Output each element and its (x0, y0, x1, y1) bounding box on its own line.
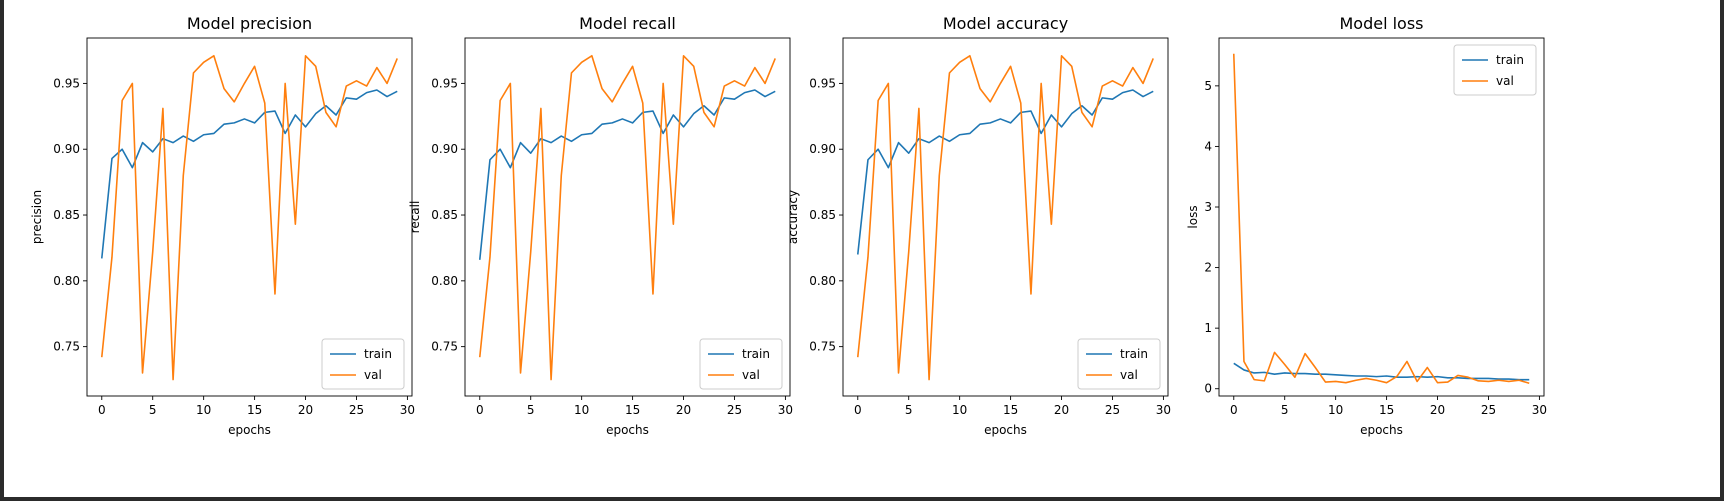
x-tick-label: 15 (625, 403, 640, 417)
x-tick-label: 15 (1379, 403, 1394, 417)
y-tick-label: 0.75 (53, 340, 80, 354)
chart-title: Model accuracy (943, 14, 1068, 33)
series-line-val (100, 54, 398, 381)
x-tick-label: 30 (778, 403, 793, 417)
x-tick-label: 15 (1003, 403, 1018, 417)
legend-label-val: val (1496, 74, 1514, 88)
y-tick-label: 0.80 (431, 274, 458, 288)
legend-label-val: val (1120, 368, 1138, 382)
y-tick-label: 0.90 (53, 142, 80, 156)
series-line-val (478, 54, 776, 381)
x-tick-label: 5 (527, 403, 535, 417)
x-tick-label: 5 (905, 403, 913, 417)
x-tick-label: 25 (349, 403, 364, 417)
legend-label-val: val (742, 368, 760, 382)
y-tick-label: 5 (1204, 79, 1212, 93)
legend-label-train: train (1496, 53, 1524, 67)
y-tick-label: 0.90 (431, 142, 458, 156)
x-tick-label: 10 (574, 403, 589, 417)
y-tick-label: 0.90 (809, 142, 836, 156)
y-tick-label: 0.95 (809, 76, 836, 90)
legend: train val (321, 338, 405, 390)
y-axis-label: accuracy (786, 190, 800, 244)
x-tick-label: 0 (1230, 403, 1238, 417)
y-tick-label: 0.95 (53, 76, 80, 90)
y-tick-label: 0.95 (431, 76, 458, 90)
x-tick-label: 25 (1105, 403, 1120, 417)
x-tick-label: 10 (196, 403, 211, 417)
x-tick-label: 20 (1054, 403, 1069, 417)
subplot-2: Model recall 0 5 10 15 20 25 30 0.75 0.80 0.85 0.90… (408, 14, 793, 437)
x-tick-label: 0 (476, 403, 484, 417)
y-tick-label: 0.80 (809, 274, 836, 288)
axes-frame (842, 37, 1169, 397)
x-tick-label: 20 (676, 403, 691, 417)
figure: Model precision 0 5 10 15 20 25 30 0.75 0.80 0.85 0… (4, 0, 1720, 497)
subplot-4: Model loss 0 5 10 15 20 25 30 0 1 2 3 4 5 epochs loss tr… (1186, 14, 1547, 437)
legend: train val (699, 338, 783, 390)
series-line-train (1233, 362, 1530, 381)
x-tick-label: 0 (854, 403, 862, 417)
legend: train val (1453, 44, 1537, 96)
x-tick-label: 15 (247, 403, 262, 417)
axes-frame (86, 37, 413, 397)
series-line-train (478, 89, 776, 260)
series-line-train (856, 89, 1154, 255)
chart-title: Model loss (1339, 14, 1423, 33)
y-tick-label: 1 (1204, 321, 1212, 335)
chart-title: Model recall (579, 14, 676, 33)
legend-label-train: train (1120, 347, 1148, 361)
x-tick-label: 30 (1156, 403, 1171, 417)
axes-frame (1218, 37, 1545, 397)
series-line-val (856, 54, 1154, 381)
x-tick-label: 30 (400, 403, 415, 417)
x-tick-label: 20 (1430, 403, 1445, 417)
y-axis-label: recall (408, 201, 422, 234)
y-tick-label: 0.75 (431, 340, 458, 354)
y-tick-label: 0.85 (53, 208, 80, 222)
legend-label-train: train (364, 347, 392, 361)
y-tick-label: 0.85 (431, 208, 458, 222)
y-tick-label: 3 (1204, 200, 1212, 214)
subplot-1: Model precision 0 5 10 15 20 25 30 0.75 0.80 0.85 0… (30, 14, 415, 437)
y-tick-label: 4 (1204, 139, 1212, 153)
series-line-train (100, 89, 398, 259)
y-axis-label: precision (30, 190, 44, 244)
x-tick-label: 10 (952, 403, 967, 417)
y-tick-label: 0 (1204, 382, 1212, 396)
chart-title: Model precision (187, 14, 312, 33)
x-axis-label: epochs (606, 423, 649, 437)
x-tick-label: 5 (149, 403, 157, 417)
y-tick-label: 0.85 (809, 208, 836, 222)
series-line-val (1232, 53, 1530, 385)
legend-box (321, 338, 405, 390)
axes-frame (464, 37, 791, 397)
x-axis-label: epochs (1360, 423, 1403, 437)
x-tick-label: 5 (1281, 403, 1289, 417)
x-tick-label: 30 (1532, 403, 1547, 417)
y-axis-label: loss (1186, 205, 1200, 228)
y-tick-label: 0.80 (53, 274, 80, 288)
y-tick-label: 2 (1204, 261, 1212, 275)
legend: train val (1077, 338, 1161, 390)
x-tick-label: 25 (727, 403, 742, 417)
legend-label-train: train (742, 347, 770, 361)
x-axis-label: epochs (228, 423, 271, 437)
legend-box (1453, 44, 1537, 96)
x-axis-label: epochs (984, 423, 1027, 437)
legend-label-val: val (364, 368, 382, 382)
legend-box (699, 338, 783, 390)
y-tick-label: 0.75 (809, 340, 836, 354)
legend-box (1077, 338, 1161, 390)
x-tick-label: 25 (1481, 403, 1496, 417)
x-tick-label: 0 (98, 403, 106, 417)
subplot-3: Model accuracy 0 5 10 15 20 25 30 0.75 0.80 0.85 0.… (786, 14, 1171, 437)
x-tick-label: 10 (1328, 403, 1343, 417)
x-tick-label: 20 (298, 403, 313, 417)
